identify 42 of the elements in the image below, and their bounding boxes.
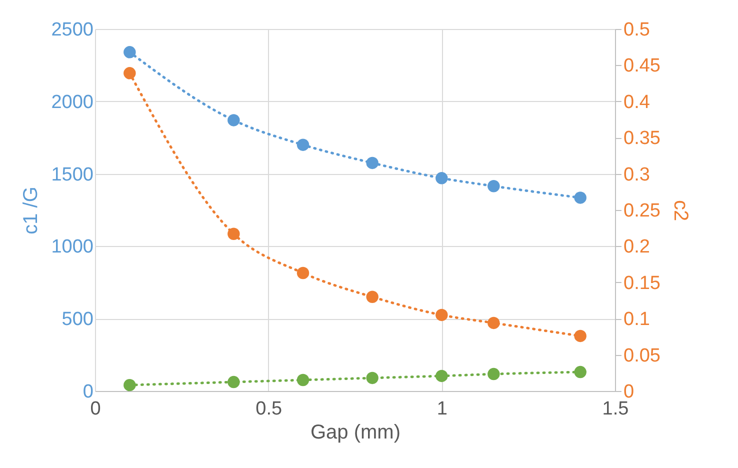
y-axis-title: c1 /G: [20, 186, 42, 234]
point: [366, 156, 378, 170]
point: [296, 266, 310, 280]
point: [366, 290, 378, 303]
y-tick-label: 2500: [51, 20, 94, 40]
point: [296, 374, 310, 386]
point: [488, 368, 500, 380]
y2-tick-label: 0.3: [624, 164, 650, 186]
point: [366, 372, 378, 384]
y-tick-label: 1500: [51, 164, 94, 186]
point: [228, 114, 240, 126]
point: [124, 46, 136, 58]
point: [574, 330, 586, 342]
x-axis-title: Gap (mm): [310, 422, 400, 444]
y2-tick-label: 0.2: [624, 236, 650, 258]
y2-tick-label: 0.1: [624, 309, 650, 330]
y2-tick-label: 0.45: [624, 56, 660, 77]
point: [228, 228, 240, 240]
point: [228, 376, 240, 388]
y-tick-label: 0: [82, 382, 94, 402]
x-tick-label: 0.5: [256, 398, 282, 420]
point: [436, 308, 448, 322]
point: [574, 366, 586, 378]
y2-tick-label: 0.05: [624, 345, 660, 366]
y-tick-label: 2000: [51, 92, 94, 113]
point: [488, 316, 500, 330]
point: [296, 138, 310, 151]
y2-axis-title: c2: [669, 200, 692, 222]
point: [124, 378, 136, 392]
point: [574, 192, 586, 204]
y2-tick-label: 0.4: [624, 92, 650, 113]
y2-tick-label: 0.15: [624, 272, 660, 294]
x-tick-label: 1: [436, 398, 448, 420]
y-tick-label: 500: [62, 309, 94, 330]
y2-tick-label: 0.25: [624, 200, 660, 222]
y2-tick-label: 0.5: [624, 20, 650, 40]
point: [124, 67, 136, 80]
y2-tick-label: 0.35: [624, 128, 660, 150]
point: [436, 370, 448, 382]
y-tick-label: 1000: [51, 236, 94, 258]
point: [488, 180, 500, 192]
point: [436, 172, 448, 184]
